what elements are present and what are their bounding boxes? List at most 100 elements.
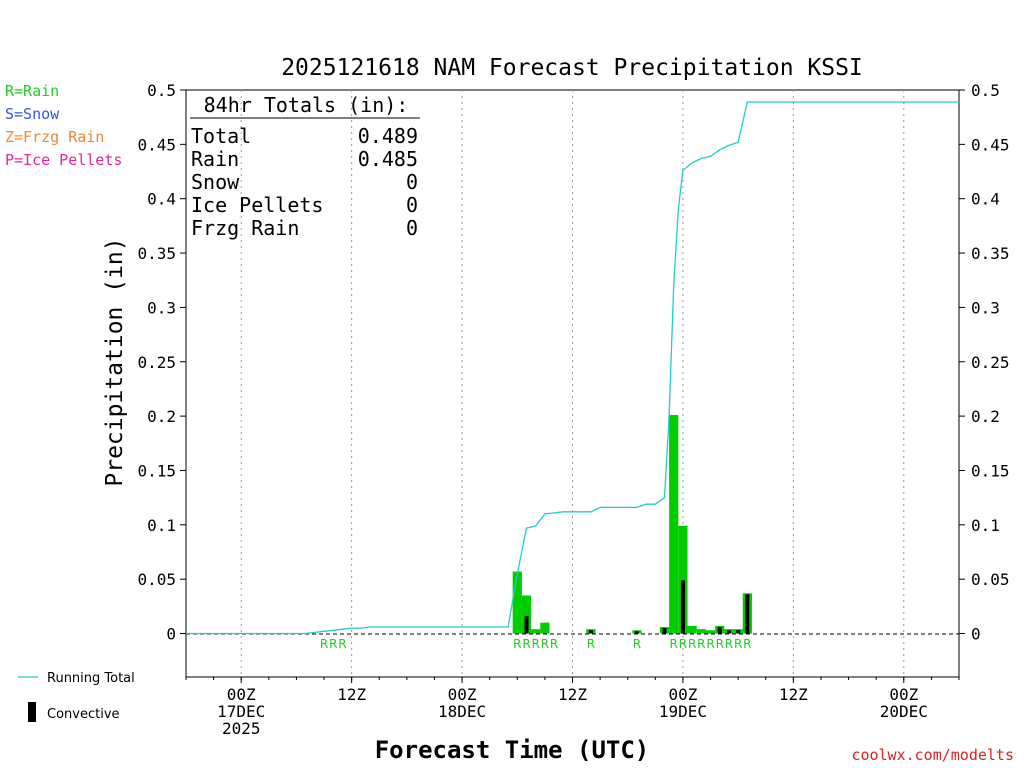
totals-row-label: Total — [191, 124, 251, 148]
convective-bar — [680, 580, 685, 634]
y-tick-label-right: 0.15 — [971, 461, 1010, 480]
y-tick-label-right: 0.1 — [971, 516, 1000, 535]
precip-type-marker: R — [706, 637, 714, 651]
x-tick-label: 12Z — [558, 685, 587, 704]
totals-rows: Total 0.489 Rain 0.485 Snow 0 Ice Pellets 0 Frzg… — [191, 124, 418, 240]
totals-box: 84hr Totals (in): Total 0.489 Rain 0.485 Sno… — [190, 93, 420, 240]
y-tick-label-left: 0.45 — [137, 135, 176, 154]
convective-bars — [524, 580, 750, 634]
convective-bar — [745, 594, 750, 634]
precip-bar — [687, 625, 697, 634]
convective-bar — [634, 631, 639, 634]
precip-bar — [669, 415, 679, 634]
y-tick-label-left: 0.2 — [147, 407, 176, 426]
totals-row-label: Rain — [191, 147, 239, 171]
precip-type-marker: R — [550, 637, 558, 651]
convective-legend-swatch — [28, 702, 36, 722]
precip-type-marker: R — [522, 637, 530, 651]
gridlines — [240, 90, 905, 677]
y-tick-label-left: 0.35 — [137, 244, 176, 263]
totals-row-value: 0 — [406, 216, 418, 240]
x-tick-label: 00Z — [668, 685, 697, 704]
x-tick-label: 17DEC — [217, 702, 265, 721]
precip-bar — [678, 525, 688, 634]
y-tick-label-left: 0.1 — [147, 516, 176, 535]
y-tick-label-left: 0.5 — [147, 81, 176, 100]
x-tick-label: 12Z — [779, 685, 808, 704]
precip-type-marker: R — [320, 637, 328, 651]
precip-bar — [696, 629, 706, 634]
y-tick-label-right: 0.2 — [971, 407, 1000, 426]
totals-row-value: 0.485 — [358, 147, 418, 171]
running-total-line — [186, 101, 959, 635]
y-tick-label-right: 0.3 — [971, 298, 1000, 317]
precip-type-marker: R — [725, 637, 733, 651]
x-tick-label: 19DEC — [659, 702, 707, 721]
precip-type-marker: R — [734, 637, 742, 651]
convective-bar — [717, 626, 722, 634]
y-tick-label-left: 0.05 — [137, 570, 176, 589]
precip-type-marker: R — [541, 637, 549, 651]
y-tick-label-right: 0.05 — [971, 570, 1010, 589]
x-tick-label: 18DEC — [438, 702, 486, 721]
y-tick-label-left: 0.4 — [147, 190, 176, 209]
precip-type-marker: R — [532, 637, 540, 651]
totals-row-label: Frzg Rain — [191, 216, 299, 240]
convective-bar — [726, 630, 731, 634]
y-tick-label-left: 0.25 — [137, 353, 176, 372]
precip-bar — [540, 622, 550, 634]
x-axis-title: Forecast Time (UTC) — [375, 736, 650, 764]
totals-row-value: 0 — [406, 170, 418, 194]
precip-type-marker: R — [338, 637, 346, 651]
precip-type-legend: R=Rain S=Snow Z=Frzg Rain P=Ice Pellets — [5, 82, 122, 169]
x-tick-label: 00Z — [227, 685, 256, 704]
y-tick-label-right: 0.25 — [971, 353, 1010, 372]
precip-bars — [512, 415, 752, 634]
legend-type-1: S=Snow — [5, 105, 60, 123]
running-total-legend-label: Running Total — [47, 671, 135, 686]
convective-bar — [524, 616, 529, 634]
legend-type-0: R=Rain — [5, 82, 59, 100]
convective-bar — [588, 630, 593, 634]
legend-type-2: Z=Frzg Rain — [5, 128, 104, 146]
y-axis-title: Precipitation (in) — [102, 237, 128, 486]
precip-type-marker: R — [697, 637, 705, 651]
precip-type-marker: R — [633, 637, 641, 651]
precip-type-marker: R — [743, 637, 751, 651]
legend-type-3: P=Ice Pellets — [5, 151, 122, 169]
totals-heading: 84hr Totals (in): — [204, 93, 409, 117]
precip-type-marker: R — [688, 637, 696, 651]
x-tick-label: 00Z — [448, 685, 477, 704]
y-tick-label-right: 0.35 — [971, 244, 1010, 263]
precip-type-marker: R — [587, 637, 595, 651]
totals-row-label: Snow — [191, 170, 240, 194]
precip-bar — [521, 595, 532, 634]
precip-type-marker: R — [329, 637, 337, 651]
x-tick-label: 2025 — [222, 719, 261, 738]
precip-bar — [512, 571, 522, 634]
convective-bar — [662, 628, 667, 634]
precip-type-marker: R — [670, 637, 678, 651]
totals-row-value: 0 — [406, 193, 418, 217]
y-tick-label-right: 0 — [971, 625, 981, 644]
precip-bar — [531, 629, 541, 634]
x-tick-label: 12Z — [337, 685, 366, 704]
precip-type-marker: R — [716, 637, 724, 651]
y-tick-label-left: 0 — [166, 625, 176, 644]
y-tick-label-right: 0.5 — [971, 81, 1000, 100]
convective-legend-label: Convective — [47, 707, 120, 722]
y-tick-label-left: 0.3 — [147, 298, 176, 317]
convective-bar — [736, 630, 741, 634]
y-axis-left: 0 0.05 0.1 0.15 0.2 0.25 0.3 0.35 0.4 0.45 0.5 — [137, 81, 186, 644]
y-tick-label-right: 0.45 — [971, 135, 1010, 154]
chart-title: 2025121618 NAM Forecast Precipitation KS… — [281, 55, 863, 81]
x-tick-label: 00Z — [889, 685, 918, 704]
watermark: coolwx.com/modelts — [851, 746, 1014, 764]
y-tick-label-right: 0.4 — [971, 190, 1000, 209]
y-axis-right: 0 0.05 0.1 0.15 0.2 0.25 0.3 0.35 0.4 0.45 0.5 — [959, 81, 1010, 644]
precip-type-marker: R — [679, 637, 687, 651]
y-tick-label-left: 0.15 — [137, 461, 176, 480]
